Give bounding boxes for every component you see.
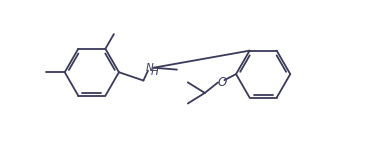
Text: N: N: [146, 63, 154, 73]
Text: H: H: [151, 67, 159, 77]
Text: O: O: [217, 76, 226, 89]
